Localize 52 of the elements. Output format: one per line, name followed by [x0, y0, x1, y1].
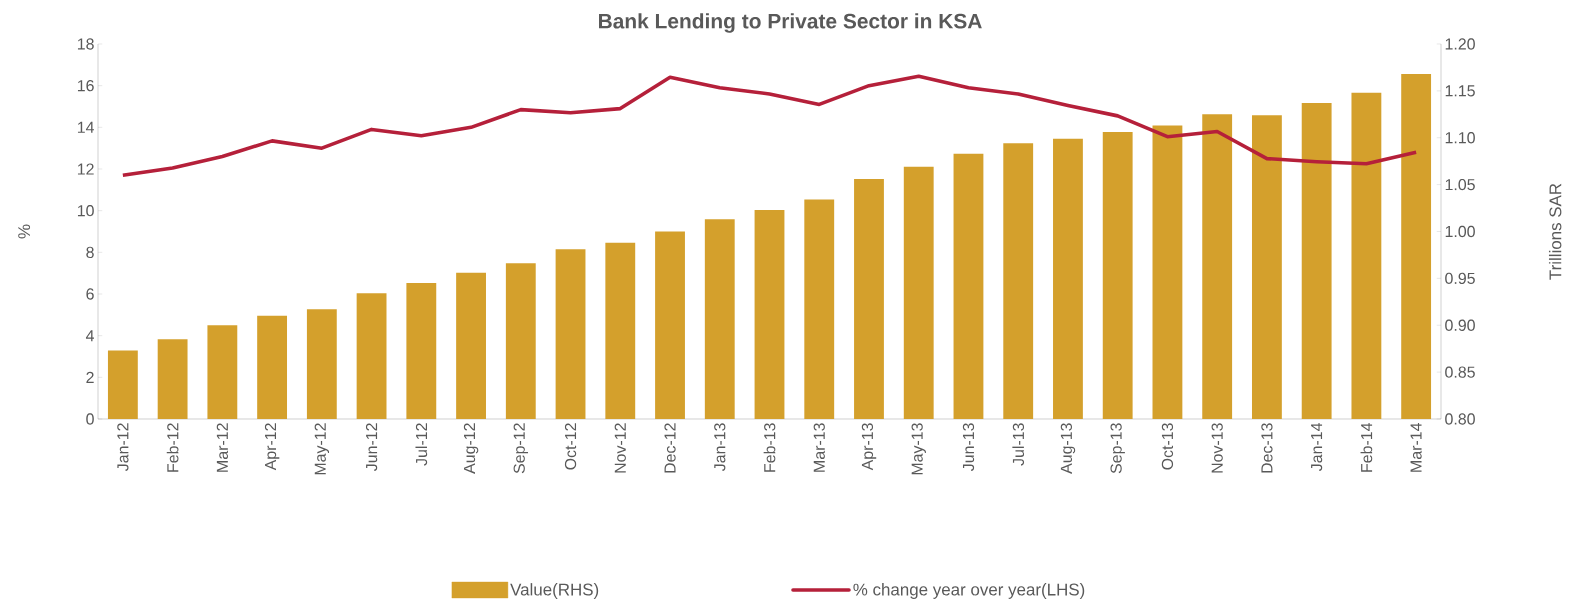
- y2-tick-label: 1.15: [1445, 85, 1475, 97]
- y-tick-label: 0: [86, 413, 94, 425]
- y2-tick-label: 0.80: [1445, 413, 1475, 425]
- y2-tick-label: 0.90: [1445, 319, 1475, 331]
- x-tick-label: May-13: [911, 423, 926, 475]
- x-tick-label: Jan-14: [1311, 423, 1323, 472]
- x-tick-label: Jun-12: [365, 423, 378, 472]
- y-tick-label: 12: [77, 163, 94, 175]
- x-tick-label: Feb-14: [1360, 423, 1373, 472]
- legend-label: Value(RHS): [510, 583, 599, 599]
- x-tick-label: Sep-12: [513, 423, 529, 474]
- x-tick-label: Jan-13: [714, 423, 726, 472]
- x-tick-label: Dec-13: [1261, 423, 1273, 473]
- y-tick-label: 10: [77, 205, 94, 217]
- x-tick-label: Oct-12: [564, 423, 577, 470]
- legend-label: % change year over year(LHS): [853, 583, 1085, 599]
- x-tick-label: Feb-12: [166, 423, 179, 472]
- x-tick-label: Jul-12: [415, 423, 428, 466]
- y2-tick-label: 0.95: [1445, 272, 1475, 285]
- y-tick-label: 6: [86, 288, 94, 300]
- x-tick-label: Jan-12: [117, 423, 129, 472]
- x-tick-label: Mar-13: [813, 423, 825, 472]
- x-tick-label: Aug-12: [463, 423, 479, 474]
- x-tick-label: Mar-14: [1410, 423, 1422, 472]
- y-tick-label: 8: [86, 246, 94, 258]
- y2-tick-label: 1.05: [1445, 178, 1475, 191]
- x-tick-label: Nov-13: [1211, 423, 1223, 473]
- y2-tick-label: 1.00: [1445, 225, 1475, 238]
- x-tick-label: May-12: [314, 423, 330, 475]
- y-tick-label: 14: [77, 121, 94, 133]
- y2-axis-title: Trillions SAR: [1548, 183, 1562, 280]
- y2-tick-label: 1.10: [1445, 132, 1475, 144]
- y-tick-label: 18: [77, 38, 94, 50]
- x-tick-label: Sep-13: [1110, 423, 1125, 474]
- x-tick-label: Oct-13: [1161, 423, 1174, 470]
- y-tick-label: 4: [85, 330, 95, 342]
- x-tick-label: Apr-13: [861, 423, 877, 471]
- x-tick-label: Jun-13: [962, 423, 975, 472]
- y-tick-label: 2: [86, 371, 94, 383]
- x-tick-label: Apr-12: [264, 423, 280, 471]
- x-tick-label: Feb-13: [763, 423, 776, 472]
- chart-title: Bank Lending to Private Sector in KSA: [599, 13, 982, 33]
- x-tick-label: Nov-12: [614, 423, 626, 473]
- line-series: [121, 74, 1418, 178]
- x-tick-label: Aug-13: [1060, 423, 1076, 474]
- y2-tick-label: 0.85: [1445, 366, 1475, 378]
- x-tick-label: Jul-13: [1012, 423, 1025, 466]
- y-tick-label: 16: [77, 80, 94, 92]
- y-axis-title: %: [18, 224, 31, 239]
- x-tick-label: Mar-12: [216, 423, 228, 472]
- x-tick-label: Dec-12: [664, 423, 676, 473]
- y2-tick-label: 1.20: [1445, 38, 1475, 50]
